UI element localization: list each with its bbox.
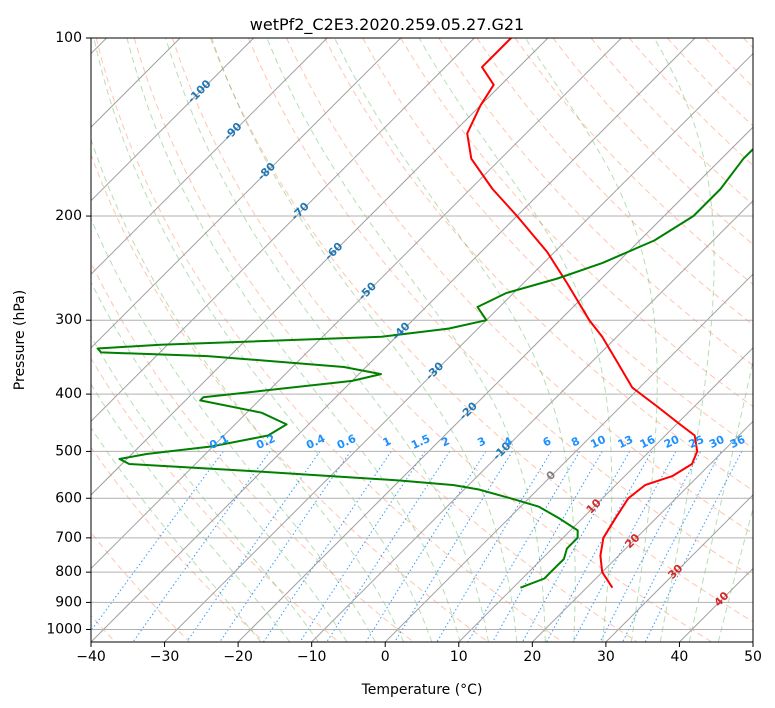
moist-adiabat <box>91 281 348 642</box>
mixing-ratio-label: 36 <box>728 433 748 451</box>
mixing-ratio-line <box>622 451 722 642</box>
isotherm-line <box>605 494 753 642</box>
dry-adiabat <box>171 38 713 642</box>
dewpoint-profile <box>96 147 753 589</box>
dry-adiabat <box>91 446 265 642</box>
dry-adiabat <box>476 38 753 326</box>
moist-adiabat <box>266 38 546 642</box>
x-tick-label: −30 <box>150 649 180 665</box>
mixing-ratio-line <box>644 451 743 642</box>
isotherm-line <box>531 420 753 642</box>
isotherm-line <box>91 38 328 275</box>
y-tick-label: 300 <box>55 312 82 328</box>
mixing-ratio-label: 20 <box>662 433 682 451</box>
dry-adiabat <box>400 38 753 408</box>
dry-adiabat <box>438 38 753 366</box>
x-axis-label: Temperature (°C) <box>361 682 483 698</box>
chart-title: wetPf2_C2E3.2020.259.05.27.G21 <box>250 15 524 35</box>
mixing-ratio-label: 25 <box>687 433 706 451</box>
x-tick-label: −40 <box>76 649 106 665</box>
dry-adiabat <box>91 153 489 642</box>
mixing-ratio-label: 13 <box>616 433 635 451</box>
dry-adiabat <box>324 38 753 492</box>
mixing-ratio-label: 30 <box>707 433 727 451</box>
y-tick-label: 100 <box>55 30 82 46</box>
isotherm-line <box>164 52 753 642</box>
temperature-profile <box>466 38 699 589</box>
mixing-ratio-line <box>546 451 653 642</box>
moist-adiabat <box>91 427 262 642</box>
dry-adiabat <box>209 38 753 623</box>
moist-adiabat <box>524 38 658 642</box>
mixing-ratio-line <box>91 451 224 632</box>
background-lines <box>91 38 753 642</box>
mixing-ratio-line <box>186 451 321 642</box>
y-tick-label: 200 <box>55 208 82 224</box>
moist-adiabat <box>688 358 753 642</box>
moist-adiabat <box>126 38 461 642</box>
y-tick-label: 1000 <box>46 621 82 637</box>
x-tick-label: −10 <box>297 649 327 665</box>
dry-adiabat <box>247 38 753 578</box>
dry-adiabat <box>95 38 563 642</box>
y-tick-label: 500 <box>55 443 82 459</box>
mixing-ratio-line <box>599 451 702 642</box>
mixing-ratio-label: 16 <box>638 433 658 451</box>
dry-adiabat <box>286 38 753 535</box>
x-tick-label: 10 <box>450 649 468 665</box>
plot-frame <box>90 37 754 643</box>
isotherm-line <box>237 126 753 642</box>
x-tick-label: −20 <box>223 649 253 665</box>
moist-adiabat <box>93 38 433 642</box>
x-tick-label: 40 <box>671 649 689 665</box>
x-axis-ticks: −40 −30 −20 −10 0 10 20 30 40 50 <box>76 642 762 665</box>
isotherm-line <box>91 38 255 202</box>
dry-adiabat <box>91 357 340 642</box>
mixing-ratio-line <box>365 451 487 642</box>
moist-adiabat <box>91 217 376 642</box>
moist-adiabat <box>717 506 753 642</box>
y-tick-label: 800 <box>55 564 82 580</box>
x-tick-label: 50 <box>744 649 762 665</box>
moist-adiabat <box>211 38 518 642</box>
y-axis-label: Pressure (hPa) <box>12 290 28 390</box>
isotherm-line <box>91 38 475 423</box>
mixing-ratio-label: 10 <box>588 433 608 451</box>
y-tick-label: 700 <box>55 530 82 546</box>
moist-adiabat <box>91 335 319 642</box>
moist-adiabat <box>91 383 291 642</box>
y-tick-label: 900 <box>55 594 82 610</box>
isotherm-line <box>91 38 696 642</box>
x-tick-label: 30 <box>597 649 615 665</box>
mixing-ratio-line <box>299 451 426 642</box>
isotherm-line <box>91 38 402 349</box>
mixing-ratio-line <box>572 451 677 642</box>
mixing-ratio-line <box>263 451 392 642</box>
mixing-ratio-line <box>219 451 352 642</box>
moist-adiabat <box>91 137 405 642</box>
dry-adiabat <box>133 38 638 642</box>
y-tick-label: 600 <box>55 490 82 506</box>
y-tick-label: 400 <box>55 386 82 402</box>
isotherm-line <box>458 347 753 642</box>
isotherm-line <box>91 38 549 496</box>
x-tick-label: 20 <box>523 649 541 665</box>
isotherm-line <box>311 199 753 642</box>
plot-area <box>91 38 753 642</box>
moist-adiabat <box>165 38 489 642</box>
moist-adiabat <box>418 38 613 642</box>
isotherm-line <box>384 273 753 642</box>
mixing-ratio-line <box>492 451 603 642</box>
y-axis-ticks: 100 200 300 400 500 600 700 800 900 1000 <box>46 30 91 637</box>
profile-lines <box>96 38 753 589</box>
moist-adiabat <box>653 38 715 642</box>
in-plot-labels: -100-90-80-70-60-50-40-30-20-100.1 0.2 0.4… <box>185 77 748 609</box>
x-tick-label: 0 <box>381 649 390 665</box>
